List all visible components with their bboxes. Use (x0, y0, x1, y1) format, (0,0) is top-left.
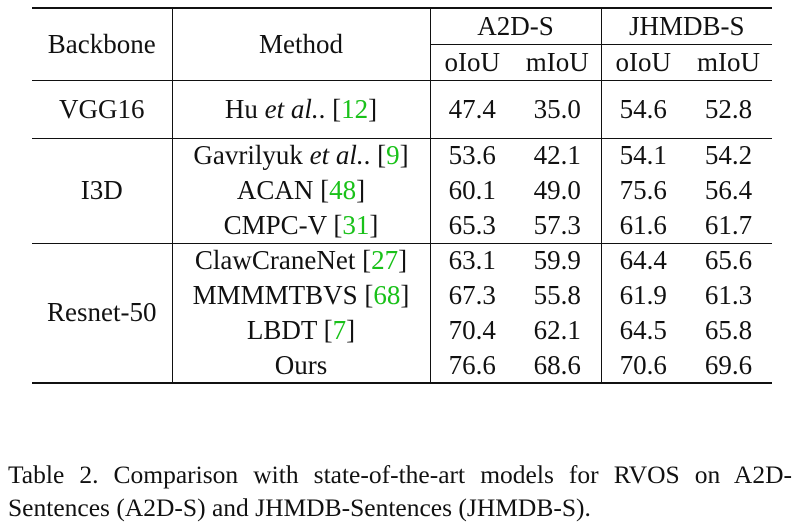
value-cell: 64.4 (619, 245, 667, 276)
value-cell: 68.6 (514, 348, 602, 383)
value-cell: 63.1 (448, 245, 496, 276)
table-row: Resnet-50 ClawCraneNet [27] 63.1 59.9 64… (32, 243, 772, 384)
table-row: ACAN [48] 60.1 49.0 75.6 56.4 (32, 173, 772, 208)
value-cell: 42.1 (514, 138, 602, 173)
value-cell: 61.9 (619, 280, 667, 310)
table-row: LBDT [7] 70.4 62.1 64.5 65.8 (32, 313, 772, 348)
backbone-cell: I3D (32, 138, 173, 243)
value-cell: 61.3 (704, 280, 753, 310)
value-cell: 61.6 (619, 209, 667, 240)
value-cell: 70.6 (619, 349, 667, 380)
citation-link[interactable]: 68 (373, 280, 401, 310)
value-cell: 53.6 (448, 140, 496, 171)
method-cell: MMMMTBVS [68] (172, 278, 431, 313)
value-cell: 54.2 (704, 140, 753, 171)
value-cell: 61.7 (704, 209, 753, 240)
value-cell: 65.6 (704, 245, 753, 276)
value-cell: 62.1 (514, 313, 602, 348)
comparison-table: Backbone Method A2D-S JHMDB-S oIoU mIoU … (32, 7, 772, 384)
value-cell: 70.4 (448, 315, 496, 345)
value-cell: 49.0 (514, 173, 602, 208)
citation-link[interactable]: 7 (332, 315, 347, 345)
backbone-cell: Resnet-50 (32, 243, 173, 384)
citation-link[interactable]: 31 (342, 209, 370, 240)
citation-link[interactable]: 48 (329, 175, 357, 205)
value-cell: 64.5 (619, 315, 667, 345)
table-row: VGG16 Hu et al.. [12] 47.4 35.0 54.6 52.… (32, 80, 772, 138)
value-cell: 69.6 (704, 349, 753, 380)
header-metric: oIoU (430, 44, 514, 81)
method-cell: ClawCraneNet [27] (172, 243, 431, 278)
value-cell: 75.6 (619, 175, 667, 205)
method-cell: Ours (172, 348, 431, 383)
value-cell: 54.1 (619, 140, 667, 171)
header-group-a2d: A2D-S (430, 8, 602, 45)
header-metric: mIoU (685, 44, 772, 81)
header-method: Method (172, 8, 431, 81)
header-metric: mIoU (514, 44, 602, 81)
citation-link[interactable]: 27 (371, 245, 399, 276)
citation-link[interactable]: 9 (386, 140, 400, 171)
value-cell: 55.8 (514, 278, 602, 313)
value-cell: 57.3 (514, 208, 602, 243)
value-cell: 65.8 (704, 315, 753, 345)
value-cell: 56.4 (704, 175, 753, 205)
table-row: I3D Gavrilyuk et al.. [9] 53.6 42.1 54.1… (32, 138, 772, 243)
header-metric: oIoU (601, 44, 685, 81)
value-cell: 59.9 (514, 243, 602, 278)
value-cell: 54.6 (619, 93, 667, 124)
value-cell: 76.6 (448, 349, 496, 380)
table-row-ours: Ours 76.6 68.6 70.6 69.6 (32, 348, 772, 383)
value-cell: 65.3 (448, 209, 496, 240)
header-group-jhmdb: JHMDB-S (601, 8, 772, 45)
backbone-cell: VGG16 (32, 80, 173, 138)
table-row: CMPC-V [31] 65.3 57.3 61.6 61.7 (32, 208, 772, 243)
method-cell: Gavrilyuk et al.. [9] (172, 138, 431, 173)
header-row-metrics: oIoU mIoU oIoU mIoU (32, 44, 772, 81)
method-cell: ACAN [48] (172, 173, 431, 208)
header-backbone: Backbone (32, 8, 173, 81)
value-cell: 52.8 (704, 93, 753, 124)
method-cell: Hu et al.. [12] (172, 80, 431, 138)
header-row-groups: Backbone Method A2D-S JHMDB-S (32, 8, 772, 81)
method-cell: LBDT [7] (172, 313, 431, 348)
method-cell: CMPC-V [31] (172, 208, 431, 243)
table-caption: Table 2. Comparison with state-of-the-ar… (8, 460, 792, 522)
value-cell: 60.1 (448, 175, 496, 205)
citation-link[interactable]: 12 (341, 93, 369, 124)
value-cell: 47.4 (448, 93, 496, 124)
value-cell: 67.3 (448, 280, 496, 310)
results-table-container: Backbone Method A2D-S JHMDB-S oIoU mIoU … (32, 7, 772, 384)
value-cell: 35.0 (514, 80, 602, 138)
table-row: MMMMTBVS [68] 67.3 55.8 61.9 61.3 (32, 278, 772, 313)
